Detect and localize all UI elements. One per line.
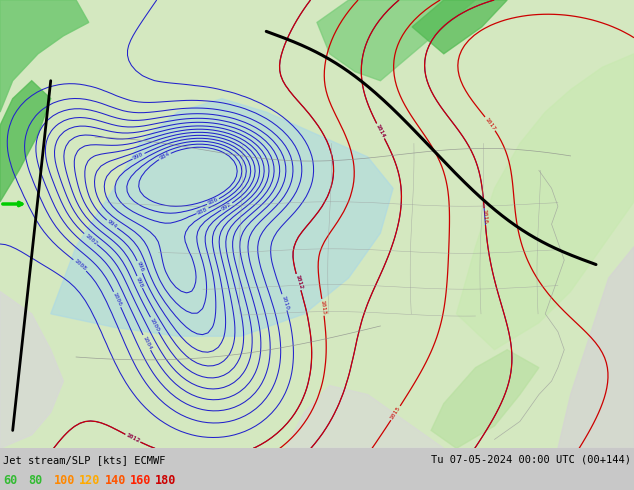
Text: 998: 998 [135,276,145,288]
Text: 1002: 1002 [83,232,98,246]
Text: Jet stream/SLP [kts] ECMWF: Jet stream/SLP [kts] ECMWF [3,455,165,465]
Polygon shape [285,386,444,448]
Text: 1014: 1014 [375,123,386,139]
Text: 996: 996 [135,261,145,273]
Polygon shape [412,0,507,54]
Polygon shape [0,81,51,202]
Text: 100: 100 [54,474,75,487]
Polygon shape [51,98,393,336]
Text: 160: 160 [130,474,152,487]
Text: 1012: 1012 [125,433,141,444]
Text: 180: 180 [155,474,177,487]
Text: 1012: 1012 [125,433,141,444]
Text: 984: 984 [158,151,171,161]
Text: 1008: 1008 [73,258,87,272]
Polygon shape [558,246,634,448]
Text: 988: 988 [197,206,209,216]
Polygon shape [0,0,89,112]
Text: 994: 994 [106,219,118,229]
Text: 990: 990 [133,151,145,161]
Text: Tu 07-05-2024 00:00 UTC (00+144): Tu 07-05-2024 00:00 UTC (00+144) [431,455,631,465]
Text: 1015: 1015 [389,405,402,421]
Polygon shape [431,350,539,448]
Text: 120: 120 [79,474,101,487]
Text: 1012: 1012 [294,274,303,290]
Text: 80: 80 [29,474,42,487]
Text: 1014: 1014 [375,123,386,139]
Text: 1006: 1006 [112,292,122,307]
Polygon shape [456,54,634,350]
Text: 1010: 1010 [280,294,289,310]
Polygon shape [0,292,63,448]
Text: 992: 992 [221,201,233,212]
Text: 986: 986 [207,197,219,206]
Text: 1017: 1017 [484,116,496,131]
Polygon shape [317,0,476,81]
Text: 1016: 1016 [482,209,488,224]
Text: 60: 60 [3,474,17,487]
Text: 1012: 1012 [294,274,303,290]
Text: 1013: 1013 [320,299,327,315]
Text: 1000: 1000 [149,317,160,332]
Text: 140: 140 [105,474,126,487]
Text: 1004: 1004 [141,335,152,350]
